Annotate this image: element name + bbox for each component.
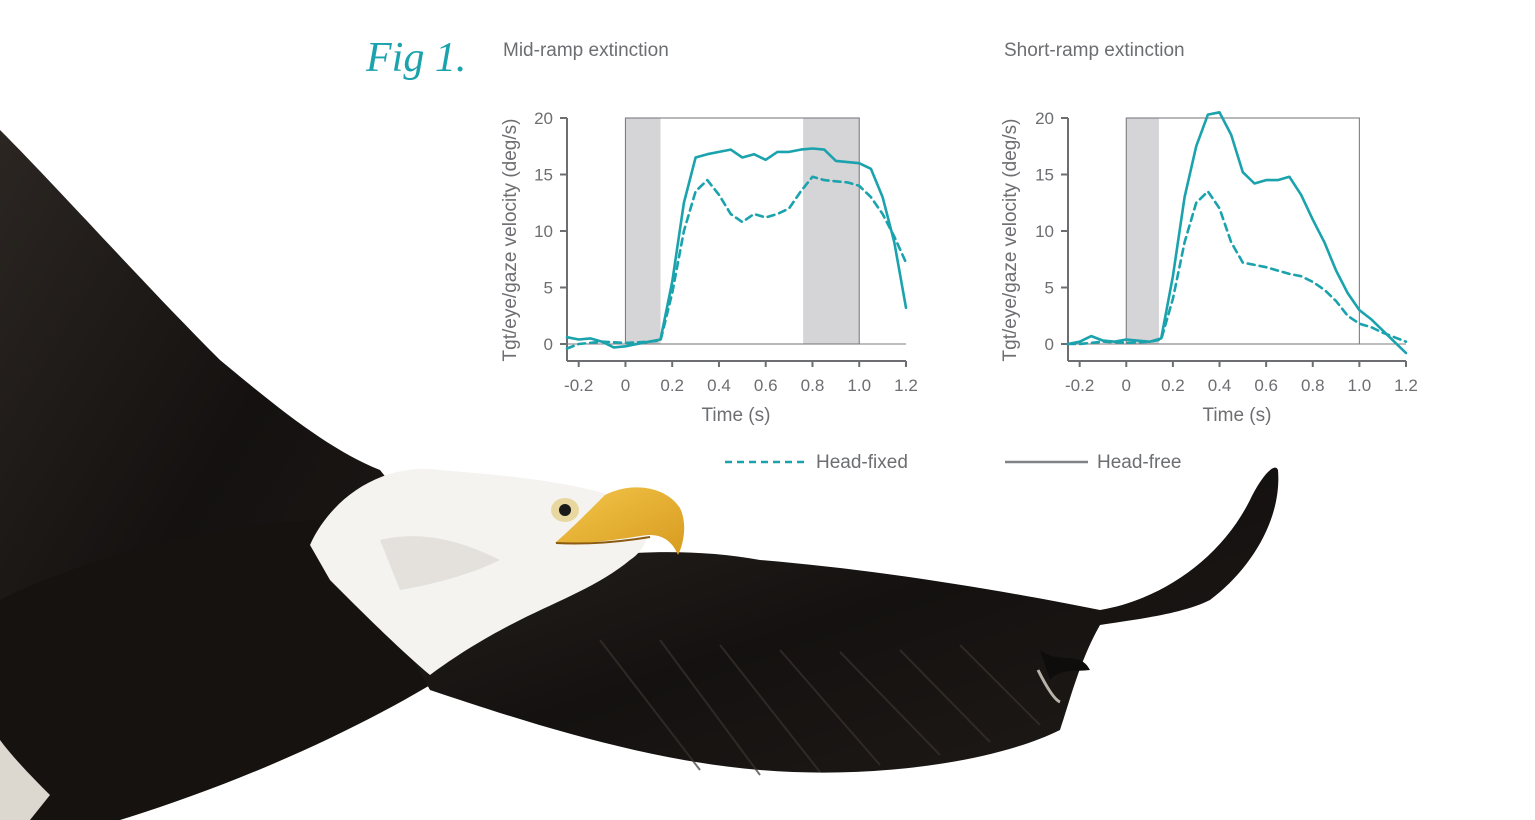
x-tick-label: 1.2 <box>894 376 918 395</box>
figure-label: Fig 1. <box>366 35 467 81</box>
x-tick-label: 1.0 <box>847 376 871 395</box>
x-axis-label: Time (s) <box>702 405 771 426</box>
x-tick-label: 1.2 <box>1394 376 1418 395</box>
x-tick-label: -0.2 <box>1065 376 1094 395</box>
x-tick-label: 1.0 <box>1348 376 1372 395</box>
legend-head-fixed: Head-fixed <box>816 452 908 473</box>
series-line-head-free <box>1066 111 1408 355</box>
y-tick-label: 20 <box>1035 109 1054 128</box>
series-line-head-fixed <box>1066 190 1408 346</box>
panel-title-short-ramp: Short-ramp extinction <box>1004 40 1185 61</box>
y-tick-label: 0 <box>544 335 553 354</box>
series-line-head-free <box>565 147 908 349</box>
y-tick-label: 10 <box>534 222 553 241</box>
x-tick-label: 0.6 <box>1254 376 1278 395</box>
panel-title-mid-ramp: Mid-ramp extinction <box>503 40 669 61</box>
shaded-region <box>625 118 661 344</box>
x-tick-label: 0.2 <box>1161 376 1185 395</box>
target-window <box>1125 117 1360 345</box>
y-tick-label: 20 <box>534 109 553 128</box>
x-tick-label: 0 <box>1122 376 1131 395</box>
eagle-head <box>310 468 685 675</box>
x-axis-label: Time (s) <box>1203 405 1272 426</box>
y-tick-label: 0 <box>1045 335 1054 354</box>
y-tick-label: 5 <box>544 279 553 298</box>
y-tick-label: 10 <box>1035 222 1054 241</box>
x-tick-label: 0.8 <box>801 376 825 395</box>
x-tick-label: 0.2 <box>660 376 684 395</box>
x-tick-label: 0.4 <box>1208 376 1232 395</box>
legend: Head-fixed Head-free <box>725 452 1182 473</box>
y-axis-label: Tgt/eye/gaze velocity (deg/s) <box>1000 119 1021 362</box>
y-tick-label: 5 <box>1045 279 1054 298</box>
panel-mid-ramp-extinction: 0 5 10 15 20 -0.2 0 0.2 0.4 0.6 0.8 1.0 1.2 Time (s)… <box>500 109 918 426</box>
x-tick-label: 0.8 <box>1301 376 1325 395</box>
legend-head-free: Head-free <box>1097 452 1182 473</box>
y-axis-label: Tgt/eye/gaze velocity (deg/s) <box>500 119 521 362</box>
y-tick-label: 15 <box>1035 166 1054 185</box>
y-tick-label: 15 <box>534 166 553 185</box>
shaded-region <box>1126 118 1159 344</box>
x-tick-label: -0.2 <box>564 376 593 395</box>
x-tick-label: 0.6 <box>754 376 778 395</box>
shaded-region <box>803 118 860 344</box>
x-tick-label: 0 <box>621 376 630 395</box>
x-tick-label: 0.4 <box>707 376 731 395</box>
panel-short-ramp-extinction: 0 5 10 15 20 -0.2 0 0.2 0.4 0.6 0.8 1.0 1.2 Time (s)… <box>1000 109 1418 426</box>
